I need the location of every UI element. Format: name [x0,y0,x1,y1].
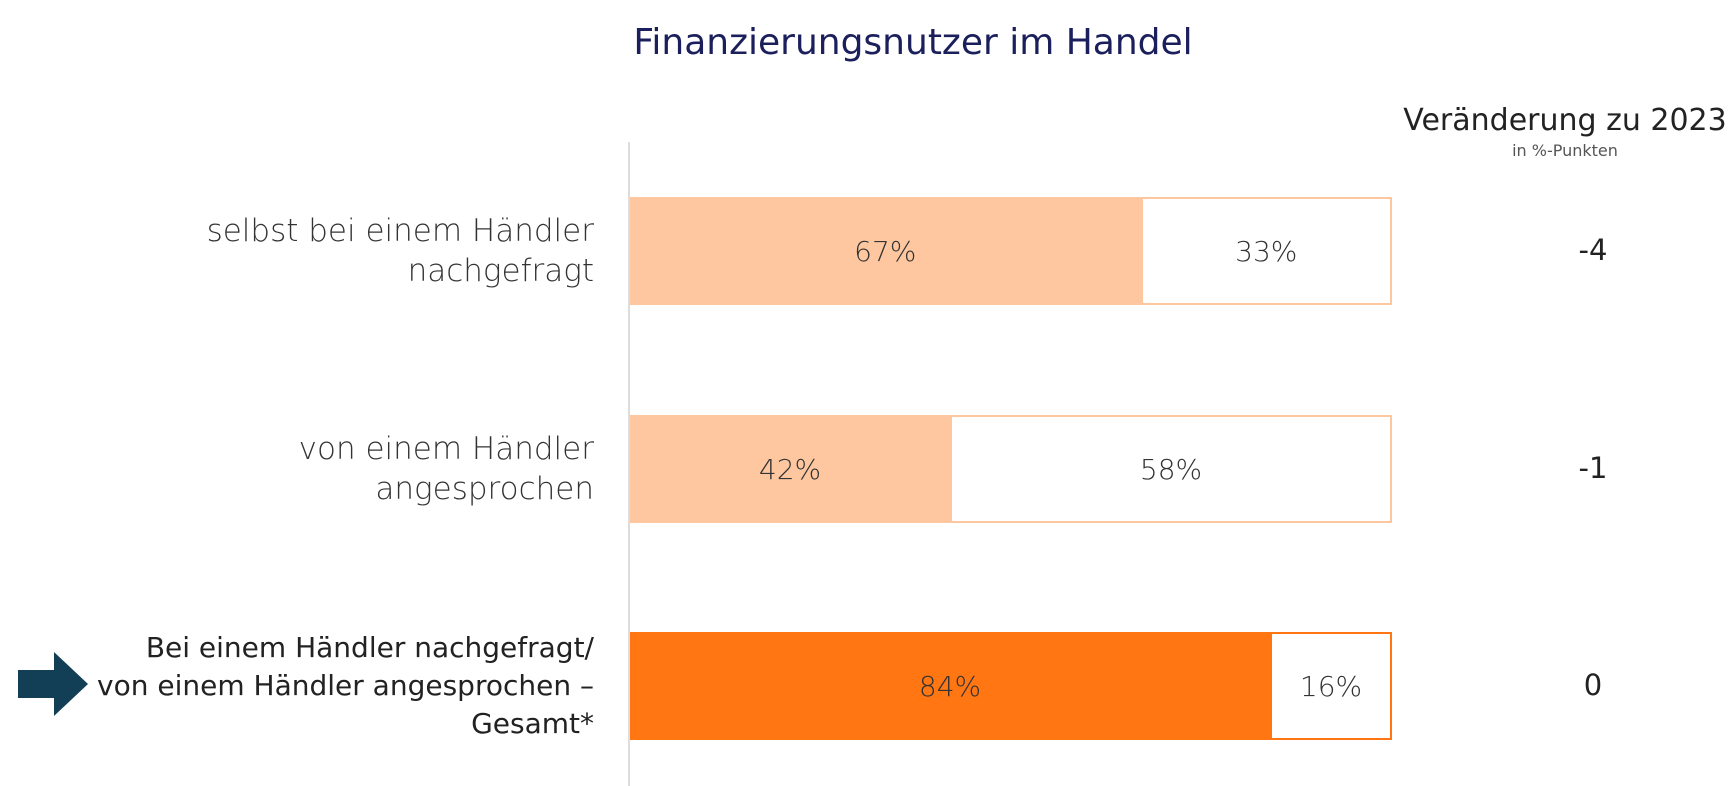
value-label: 33% [1235,234,1298,268]
value-label: 58% [1139,452,1203,486]
bar-segment: 42% [630,415,951,523]
change-subtitle: in %-Punkten [1512,141,1618,160]
value-label: 42% [758,452,822,486]
change-value: -4 [1578,233,1608,267]
bar-segment: 16% [1270,632,1392,740]
value-label: 84% [918,669,982,703]
change-value: -1 [1578,451,1608,485]
bar-segment: 33% [1140,197,1392,305]
category-label: selbst bei einem Händler nachgefragt [206,213,594,289]
category-label: Bei einem Händler nachgefragt/ von einem… [97,631,594,740]
arrow-icon [18,652,88,716]
change-value: 0 [1583,668,1603,702]
category-label: von einem Händler angesprochen [298,431,594,507]
value-label: 67% [854,234,917,268]
axis-line [628,142,630,786]
value-label: 16% [1299,669,1363,703]
change-title: Veränderung zu 2023 [1403,103,1727,138]
bar-segment: 58% [950,415,1392,523]
chart-title: Finanzierungsnutzer im Handel [633,22,1193,63]
bar-segment: 67% [630,197,1141,305]
bar-segment: 84% [630,632,1271,740]
